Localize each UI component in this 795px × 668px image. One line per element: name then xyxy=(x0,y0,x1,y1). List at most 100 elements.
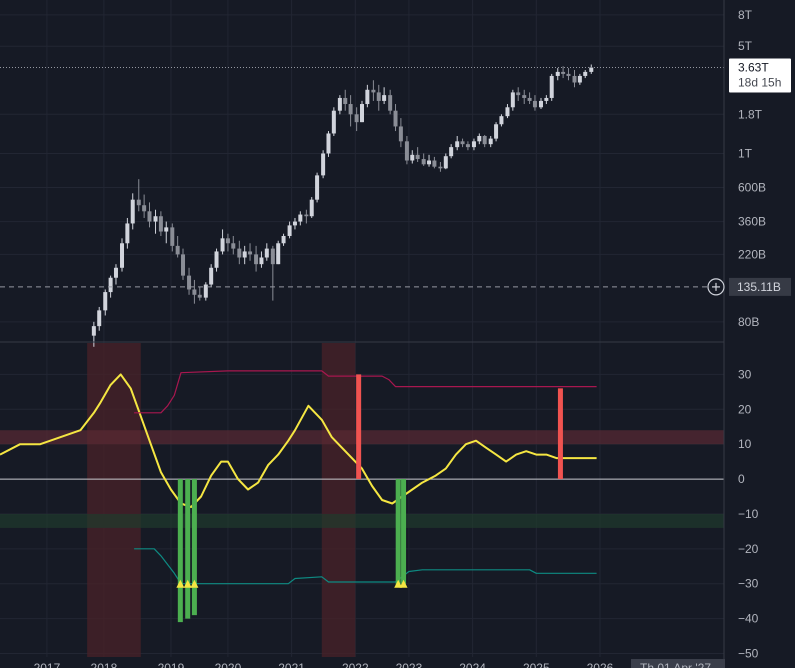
candle-body xyxy=(147,211,152,222)
candle-body xyxy=(583,71,588,76)
candle-body xyxy=(153,216,158,222)
candle-body xyxy=(404,141,409,161)
candle-body xyxy=(248,251,253,255)
candle-body xyxy=(494,124,499,139)
time-axis[interactable]: 2017 2018 2019 2020 2021 2022 2023 2024 2025 2026… xyxy=(34,659,725,668)
price-tick-label: 8T xyxy=(738,8,753,22)
candle-body xyxy=(555,71,560,76)
candle-body xyxy=(113,267,118,278)
candle-body xyxy=(432,160,437,167)
candle-body xyxy=(360,104,364,123)
candle-body xyxy=(527,97,532,101)
candle-body xyxy=(108,277,113,293)
time-tick-label: 2023 xyxy=(396,661,423,668)
candle-body xyxy=(549,75,554,98)
candle-body xyxy=(298,214,303,222)
candle-body xyxy=(589,67,594,72)
candle-body xyxy=(225,238,230,244)
candle-body xyxy=(510,92,515,108)
candle-body xyxy=(532,100,537,108)
time-tick-label: 2025 xyxy=(523,661,550,668)
candle-body xyxy=(270,248,275,265)
candle-body xyxy=(331,110,336,134)
candle-body xyxy=(544,97,549,101)
oscillator-tick-label: 20 xyxy=(738,402,752,416)
shaded-ranges xyxy=(87,343,356,657)
price-tick-label: 1T xyxy=(738,146,753,160)
date-badge-label: Th 01 Apr '27 xyxy=(640,661,711,668)
buy-marker-icon xyxy=(399,579,408,588)
candle-body xyxy=(354,114,359,123)
time-tick-label: 2021 xyxy=(278,661,305,668)
candle-body xyxy=(125,223,130,244)
candle-body xyxy=(209,267,214,285)
oscillator-tick-label: −20 xyxy=(738,542,759,556)
price-tick-label: 600B xyxy=(738,181,766,195)
date-badge: Th 01 Apr '27 xyxy=(631,659,725,668)
last-price-value: 3.63T xyxy=(738,61,769,75)
date-badge-bg xyxy=(631,659,725,668)
last-price-tag xyxy=(729,58,791,93)
candle-body xyxy=(158,216,163,232)
candle-body xyxy=(382,95,387,101)
oscillator-axis[interactable]: 30 20 10 0 −10 −20 −30 −40 −50 xyxy=(738,367,759,660)
candle-body xyxy=(181,254,186,276)
signal-bar xyxy=(177,479,183,623)
signal-bar xyxy=(185,479,191,619)
candle-body xyxy=(561,71,566,74)
candle-body xyxy=(326,133,331,154)
candle-body xyxy=(471,141,476,148)
oscillator-tick-label: −30 xyxy=(738,577,759,591)
candle-body xyxy=(164,227,169,232)
candlestick-series xyxy=(91,64,594,347)
candle-body xyxy=(203,284,208,298)
oscillator-series xyxy=(0,370,597,585)
candle-body xyxy=(120,243,125,268)
time-tick-label: 2017 xyxy=(34,661,61,668)
candle-body xyxy=(231,243,236,249)
candle-body xyxy=(170,227,175,246)
candle-body xyxy=(254,254,259,265)
price-tick-label: 5T xyxy=(738,39,753,53)
candle-body xyxy=(427,160,432,165)
signal-bar xyxy=(557,388,563,480)
candle-body xyxy=(259,257,264,265)
oscillator-tick-label: −50 xyxy=(738,647,759,661)
candle-body xyxy=(136,199,141,206)
candle-body xyxy=(315,175,320,200)
candle-body xyxy=(365,89,370,105)
candle-body xyxy=(465,144,470,148)
candle-body xyxy=(443,156,448,169)
candle-body xyxy=(393,110,398,127)
price-tick-label: 220B xyxy=(738,247,766,261)
candle-body xyxy=(499,116,504,125)
oscillator-line xyxy=(0,373,597,508)
price-lines xyxy=(0,67,724,288)
price-axis[interactable]: 8T 5T 1.8T 1T 600B 360B 220B 80B xyxy=(738,8,766,329)
candle-body xyxy=(505,107,510,117)
candle-body xyxy=(175,245,180,255)
candle-body xyxy=(348,104,353,115)
candle-body xyxy=(438,166,443,169)
time-tick-label: 2020 xyxy=(215,661,242,668)
candle-body xyxy=(281,235,286,244)
candle-body xyxy=(577,75,582,83)
candle-body xyxy=(142,205,147,212)
oscillator-tick-label: −10 xyxy=(738,507,759,521)
signal-markers xyxy=(176,579,408,588)
candle-body xyxy=(309,199,314,217)
signal-bars xyxy=(177,374,563,623)
time-tick-label: 2022 xyxy=(342,661,369,668)
add-alert-icon[interactable] xyxy=(707,278,725,296)
candle-body xyxy=(214,251,219,268)
candle-body xyxy=(376,92,381,101)
buy-marker-icon xyxy=(183,579,192,588)
candle-body xyxy=(538,100,543,108)
candle-body xyxy=(130,199,135,224)
candle-body xyxy=(97,310,102,327)
candle-body xyxy=(371,89,376,93)
candle-body xyxy=(460,141,465,145)
candle-body xyxy=(103,292,108,311)
